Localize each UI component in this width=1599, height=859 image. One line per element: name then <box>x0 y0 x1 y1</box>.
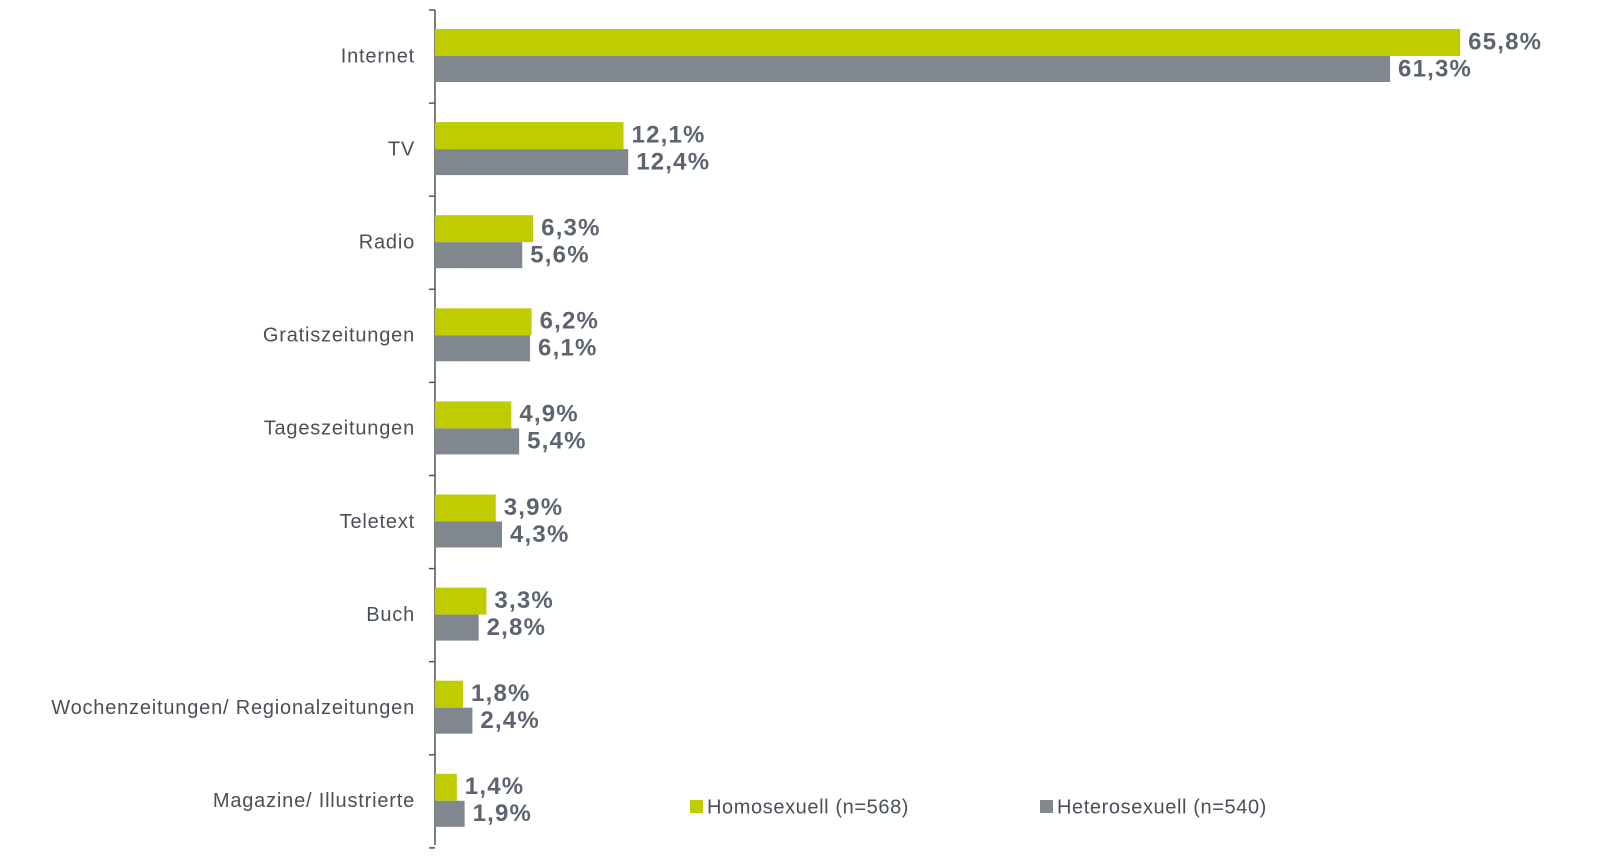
bar <box>435 242 523 269</box>
value-label: 12,1% <box>632 121 706 148</box>
value-label: 3,9% <box>504 494 564 521</box>
legend-label: Heterosexuell (n=540) <box>1057 796 1267 818</box>
bar <box>435 149 629 176</box>
value-label: 1,8% <box>471 680 531 707</box>
legend-swatch <box>690 800 703 813</box>
category-label: Magazine/ Illustrierte <box>213 790 415 812</box>
legend-label: Homosexuell (n=568) <box>707 796 909 818</box>
bar <box>435 521 502 548</box>
bar <box>435 56 1391 82</box>
value-label: 1,4% <box>465 773 525 800</box>
bar <box>435 707 473 734</box>
value-label: 4,3% <box>510 521 570 548</box>
value-label: 61,3% <box>1398 55 1472 82</box>
category-label: Teletext <box>340 511 415 533</box>
bar <box>435 587 487 615</box>
bar <box>435 29 1461 56</box>
category-label: Wochenzeitungen/ Regionalzeitungen <box>51 697 415 719</box>
bar <box>435 215 534 243</box>
bar <box>435 680 464 708</box>
value-label: 2,4% <box>480 707 540 734</box>
value-label: 4,9% <box>519 401 579 428</box>
value-label: 6,3% <box>541 215 601 242</box>
value-label: 5,6% <box>530 242 590 269</box>
category-label: Radio <box>359 231 415 253</box>
value-label: 1,9% <box>473 800 533 827</box>
bar <box>435 494 496 522</box>
bar <box>435 401 512 429</box>
legend-swatch <box>1040 800 1053 813</box>
bar <box>435 335 531 362</box>
bar <box>435 308 532 336</box>
bar <box>435 614 479 641</box>
bar <box>435 428 520 455</box>
value-label: 6,1% <box>538 335 598 362</box>
bar <box>435 800 465 827</box>
value-label: 2,8% <box>487 614 547 641</box>
category-label: Tageszeitungen <box>264 418 415 440</box>
bar <box>435 122 624 150</box>
value-label: 65,8% <box>1468 28 1542 55</box>
bar <box>435 773 457 801</box>
value-label: 3,3% <box>494 587 554 614</box>
category-label: Internet <box>341 45 415 67</box>
category-label: TV <box>388 138 415 160</box>
value-label: 12,4% <box>636 148 710 175</box>
value-label: 6,2% <box>540 308 600 335</box>
category-label: Buch <box>366 604 415 626</box>
value-label: 5,4% <box>527 428 587 455</box>
category-label: Gratiszeitungen <box>263 325 415 347</box>
